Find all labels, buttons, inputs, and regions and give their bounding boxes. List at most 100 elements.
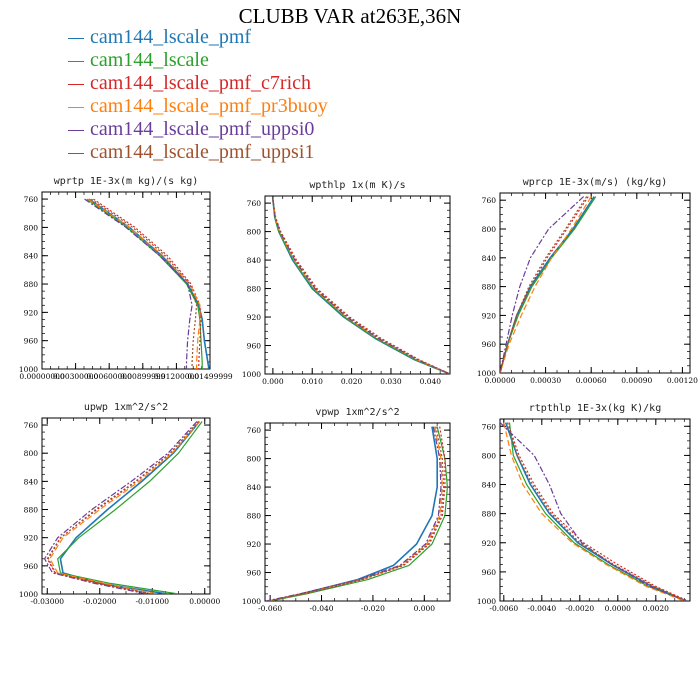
x-tick-label: 0.0020 — [643, 604, 669, 613]
x-tick-label: 0.00060 — [576, 376, 607, 385]
x-tick-label: 0.01200000 — [154, 372, 200, 381]
series-line-cam144_lscale_pmf_pr3buoy — [272, 199, 450, 374]
x-tick-label: 0.01499999 — [187, 372, 233, 381]
x-tick-label: 0.010 — [301, 377, 323, 386]
series-line-cam144_lscale_pmf_c7rich — [272, 199, 450, 374]
y-tick-label: 1000 — [477, 369, 496, 378]
y-tick-label: 760 — [247, 199, 262, 208]
legend-label: cam144_lscale_pmf — [90, 26, 252, 48]
legend-swatch — [68, 129, 84, 131]
y-tick-label: 800 — [247, 228, 262, 237]
x-tick-label: -0.020 — [361, 604, 385, 613]
series-line-cam144_lscale_pmf_uppsi1 — [47, 421, 199, 594]
y-tick-label: 840 — [24, 477, 39, 486]
series-line-cam144_lscale_pmf_c7rich — [267, 426, 446, 601]
series-line-cam144_lscale_pmf — [269, 426, 439, 601]
legend-item: cam144_lscale_pmf_c7rich — [68, 72, 328, 95]
y-tick-label: 960 — [24, 337, 39, 346]
x-tick-label: -0.040 — [310, 604, 334, 613]
x-tick-label: 0.000 — [414, 604, 436, 613]
panel-title: wprcp 1E-3x(m/s) (kg/kg) — [523, 177, 668, 188]
x-tick-label: 0.030 — [380, 377, 402, 386]
legend: cam144_lscale_pmf cam144_lscale cam144_l… — [68, 26, 328, 164]
x-tick-label: -0.02000 — [83, 597, 117, 606]
y-tick-label: 800 — [24, 223, 39, 232]
legend-swatch — [68, 83, 84, 85]
series-line-cam144_lscale_pmf — [504, 422, 687, 601]
series-line-cam144_lscale_pmf_uppsi1 — [268, 426, 445, 601]
series-line-cam144_lscale — [86, 198, 203, 369]
y-tick-label: 760 — [24, 195, 39, 204]
x-tick-label: -0.0020 — [565, 604, 594, 613]
y-tick-label: 880 — [482, 283, 497, 292]
x-tick-label: 0.00600000 — [87, 372, 133, 381]
y-tick-label: 760 — [247, 426, 262, 435]
series-line-cam144_lscale_pmf_uppsi0 — [43, 421, 198, 594]
legend-label: cam144_lscale_pmf_c7rich — [90, 72, 312, 94]
y-tick-label: 880 — [24, 280, 39, 289]
series-line-cam144_lscale_pmf_uppsi1 — [272, 199, 450, 374]
y-tick-label: 800 — [482, 225, 497, 234]
panel-2: wpthlp 1x(m K)/s76080084088092096010000.… — [242, 180, 451, 386]
legend-label: cam144_lscale_pmf_uppsi1 — [90, 141, 315, 163]
x-tick-label: 0.00000 — [189, 597, 220, 606]
y-tick-label: 800 — [482, 451, 497, 460]
plot-frame — [499, 418, 691, 602]
series-line-cam144_lscale_pmf_uppsi1 — [500, 196, 588, 373]
legend-item: cam144_lscale_pmf_uppsi1 — [68, 141, 328, 164]
x-tick-label: -0.0040 — [527, 604, 556, 613]
x-tick-label: -0.03000 — [30, 597, 64, 606]
panel-5: vpwp 1xm^2/s^27608008408809209601000-0.0… — [242, 407, 451, 613]
series-line-cam144_lscale_pmf_uppsi0 — [500, 422, 687, 601]
series-line-cam144_lscale — [272, 199, 450, 374]
y-tick-label: 1000 — [477, 597, 496, 606]
legend-item: cam144_lscale_pmf — [68, 26, 328, 49]
panel-6: rtpthlp 1E-3x(kg K)/kg 760 800 840 880 920 960… — [477, 403, 691, 613]
y-tick-label: 800 — [247, 455, 262, 464]
y-tick-label: 1000 — [242, 370, 261, 379]
plot-frame — [264, 422, 451, 602]
x-tick-label: -0.0060 — [489, 604, 518, 613]
series-line-cam144_lscale_pmf_uppsi0 — [272, 199, 450, 374]
x-tick-label: -0.060 — [258, 604, 282, 613]
x-tick-label: 0.00300000 — [53, 372, 99, 381]
x-tick-label: 0.040 — [420, 377, 442, 386]
x-tick-label: 0.020 — [341, 377, 363, 386]
series-line-cam144_lscale_pmf_pr3buoy — [87, 198, 201, 369]
y-tick-label: 1000 — [19, 365, 38, 374]
series-line-cam144_lscale_pmf_uppsi1 — [507, 422, 687, 601]
y-tick-label: 920 — [482, 539, 497, 548]
panel-title: vpwp 1xm^2/s^2 — [315, 407, 399, 418]
y-tick-label: 840 — [482, 254, 497, 263]
x-tick-label: 0.00120 — [667, 376, 698, 385]
series-line-cam144_lscale_pmf_pr3buoy — [267, 426, 443, 601]
series-line-cam144_lscale_pmf_pr3buoy — [503, 422, 685, 601]
series-line-cam144_lscale_pmf — [500, 196, 595, 373]
series-line-cam144_lscale_pmf_uppsi0 — [266, 426, 442, 601]
y-tick-label: 840 — [482, 481, 497, 490]
plot-frame — [264, 195, 451, 375]
x-tick-label: 0.00030 — [530, 376, 561, 385]
legend-item: cam144_lscale_pmf_pr3buoy — [68, 95, 328, 118]
panel-title: rtpthlp 1E-3x(kg K)/kg — [529, 403, 661, 414]
y-tick-label: 880 — [24, 506, 39, 515]
legend-swatch — [68, 60, 84, 62]
series-line-cam144_lscale_pmf_pr3buoy — [500, 196, 592, 373]
x-tick-label: 0.00000 — [484, 376, 515, 385]
y-tick-label: 800 — [24, 449, 39, 458]
panel-4: upwp 1xm^2/s^27608008408809209601000-0.0… — [19, 402, 221, 606]
legend-item: cam144_lscale_pmf_uppsi0 — [68, 118, 328, 141]
series-line-cam144_lscale_pmf_c7rich — [46, 421, 199, 594]
y-tick-label: 760 — [24, 421, 39, 430]
legend-label: cam144_lscale — [90, 49, 209, 71]
x-tick-label: 0.000 — [262, 377, 284, 386]
x-tick-label: 0.0000 — [605, 604, 631, 613]
y-tick-label: 960 — [247, 342, 262, 351]
y-tick-label: 1000 — [242, 597, 261, 606]
plot-frame — [499, 192, 691, 374]
legend-item: cam144_lscale — [68, 49, 328, 72]
series-line-cam144_lscale_pmf — [88, 198, 210, 369]
y-tick-label: 880 — [247, 512, 262, 521]
series-line-cam144_lscale_pmf_c7rich — [507, 422, 689, 601]
series-line-cam144_lscale — [57, 421, 203, 594]
